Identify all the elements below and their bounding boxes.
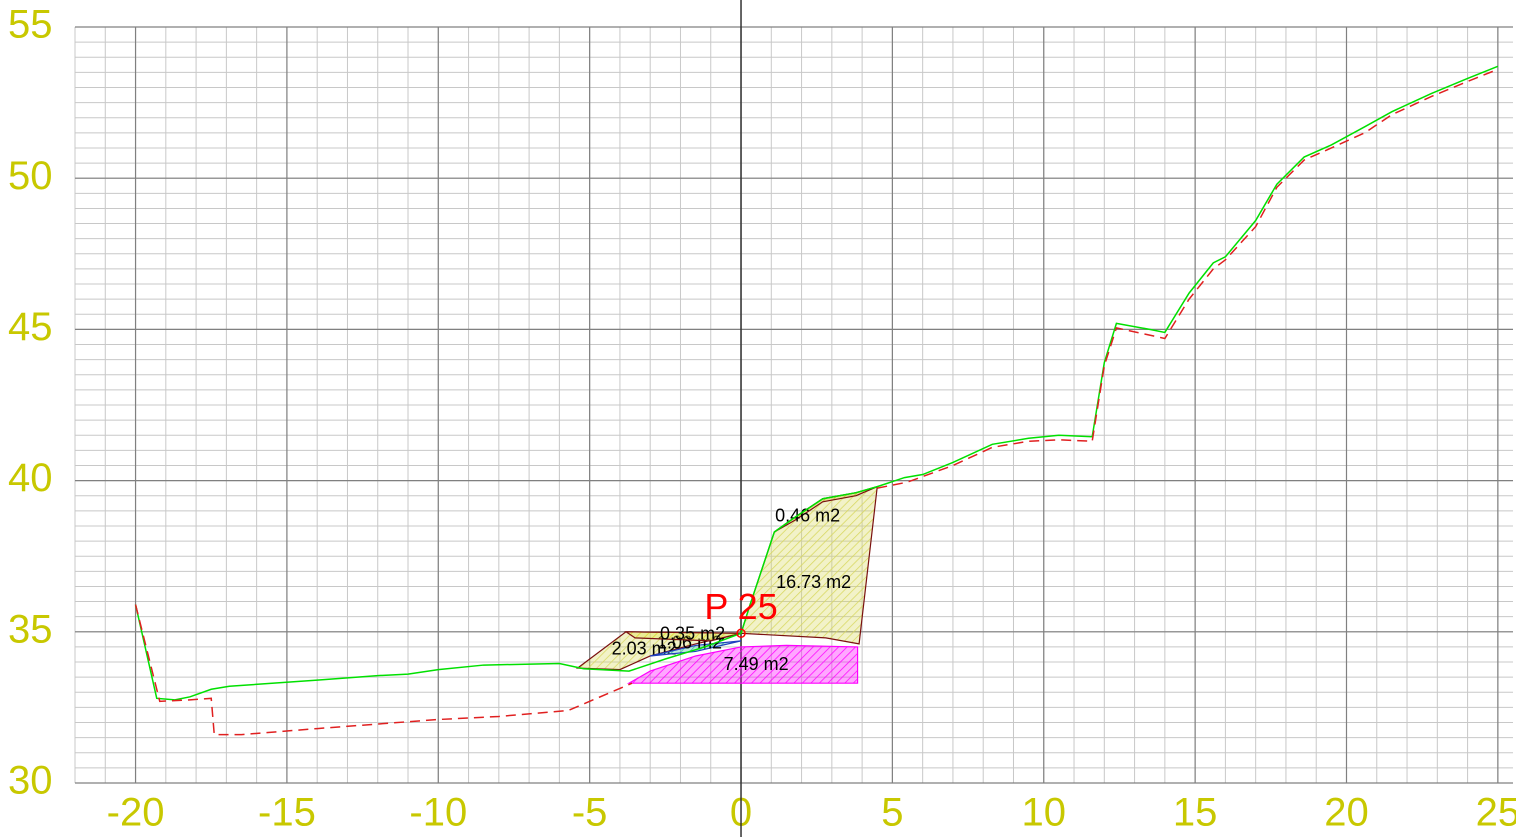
x-tick-label: 5 [881, 791, 903, 835]
x-tick-label: -20 [107, 791, 165, 835]
area-label: 16.73 m2 [776, 572, 851, 592]
x-tick-label: 25 [1476, 791, 1516, 835]
x-tick-label: -10 [409, 791, 467, 835]
series-line [134, 65, 1499, 701]
x-tick-label: -5 [572, 791, 608, 835]
y-tick-label: 40 [8, 456, 53, 500]
area-label: 0.35 m2 [660, 624, 725, 644]
y-tick-label: 50 [8, 154, 53, 198]
y-tick-label: 35 [8, 607, 53, 651]
area [650, 640, 742, 657]
station-label: P 25 [704, 586, 777, 627]
series-line [134, 68, 1499, 736]
area [623, 631, 742, 642]
x-tick-label: 10 [1022, 791, 1067, 835]
x-tick-label: 15 [1173, 791, 1218, 835]
area-label: 7.49 m2 [724, 654, 789, 674]
station-marker [736, 628, 746, 639]
x-tick-label: 20 [1324, 791, 1369, 835]
y-tick-label: 45 [8, 305, 53, 349]
x-tick-label: -15 [258, 791, 316, 835]
y-tick-label: 55 [8, 3, 53, 47]
area [626, 644, 859, 684]
y-tick-label: 30 [8, 759, 53, 803]
